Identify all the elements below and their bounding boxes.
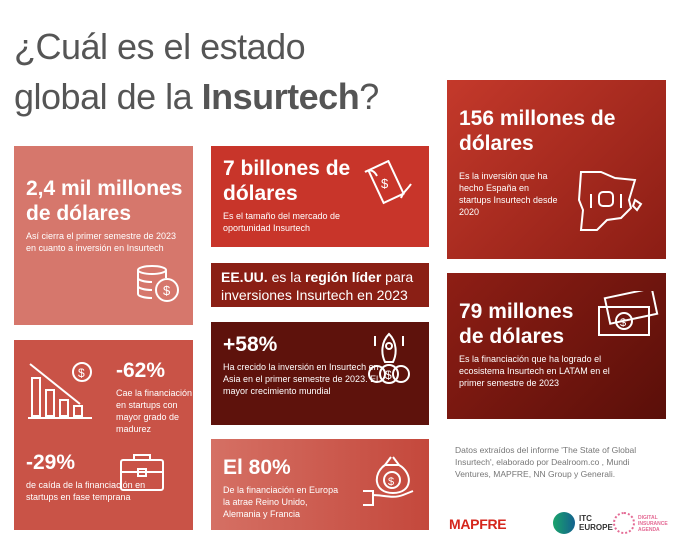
svg-text:$: $ — [163, 283, 171, 298]
page-title: ¿Cuál es el estado global de la Insurtec… — [14, 26, 379, 117]
card-europe-share: El 80% De la financiación en Europa la a… — [211, 439, 429, 530]
mapfre-logo: MAPFRE — [449, 516, 507, 532]
svg-text:$: $ — [620, 317, 626, 329]
card-funding-decline: $ -62% Cae la financiación en startups c… — [14, 340, 193, 530]
money-bag-hand-icon: $ — [361, 453, 417, 518]
card-total-investment: 2,4 mil millones de dólares Así cierra e… — [14, 146, 193, 325]
source-note: Datos extraídos del informe 'The State o… — [455, 445, 637, 479]
rocket-icon: $ — [361, 330, 417, 391]
card-leading-region: EE.UU. es la región líder para inversion… — [211, 263, 429, 307]
svg-text:$: $ — [385, 368, 392, 382]
flying-money-icon: $ — [361, 159, 415, 211]
sponsor-logos: MAPFRE ITC EUROPE DIGITAL INSURANCE AGEN… — [449, 512, 668, 534]
briefcase-icon — [118, 452, 166, 497]
coins-icon: $ — [134, 264, 180, 309]
spain-map-icon — [577, 168, 643, 239]
card-asia-growth: +58% Ha crecido la inversión en Insurtec… — [211, 322, 429, 425]
card-market-size: 7 billones de dólares Es el tamaño del m… — [211, 146, 429, 247]
dia-logo-icon — [613, 512, 635, 534]
card-latam-funding: 79 millones de dólares Es la financiació… — [447, 273, 666, 419]
declining-chart-icon: $ — [26, 360, 96, 429]
svg-text:$: $ — [78, 366, 85, 380]
card-spain-investment: 156 millones de dólares Es la inversión … — [447, 80, 666, 259]
svg-text:$: $ — [388, 476, 394, 488]
banknotes-icon: $ — [595, 287, 659, 342]
itc-europe-logo-icon — [553, 512, 575, 534]
svg-text:$: $ — [381, 176, 389, 191]
